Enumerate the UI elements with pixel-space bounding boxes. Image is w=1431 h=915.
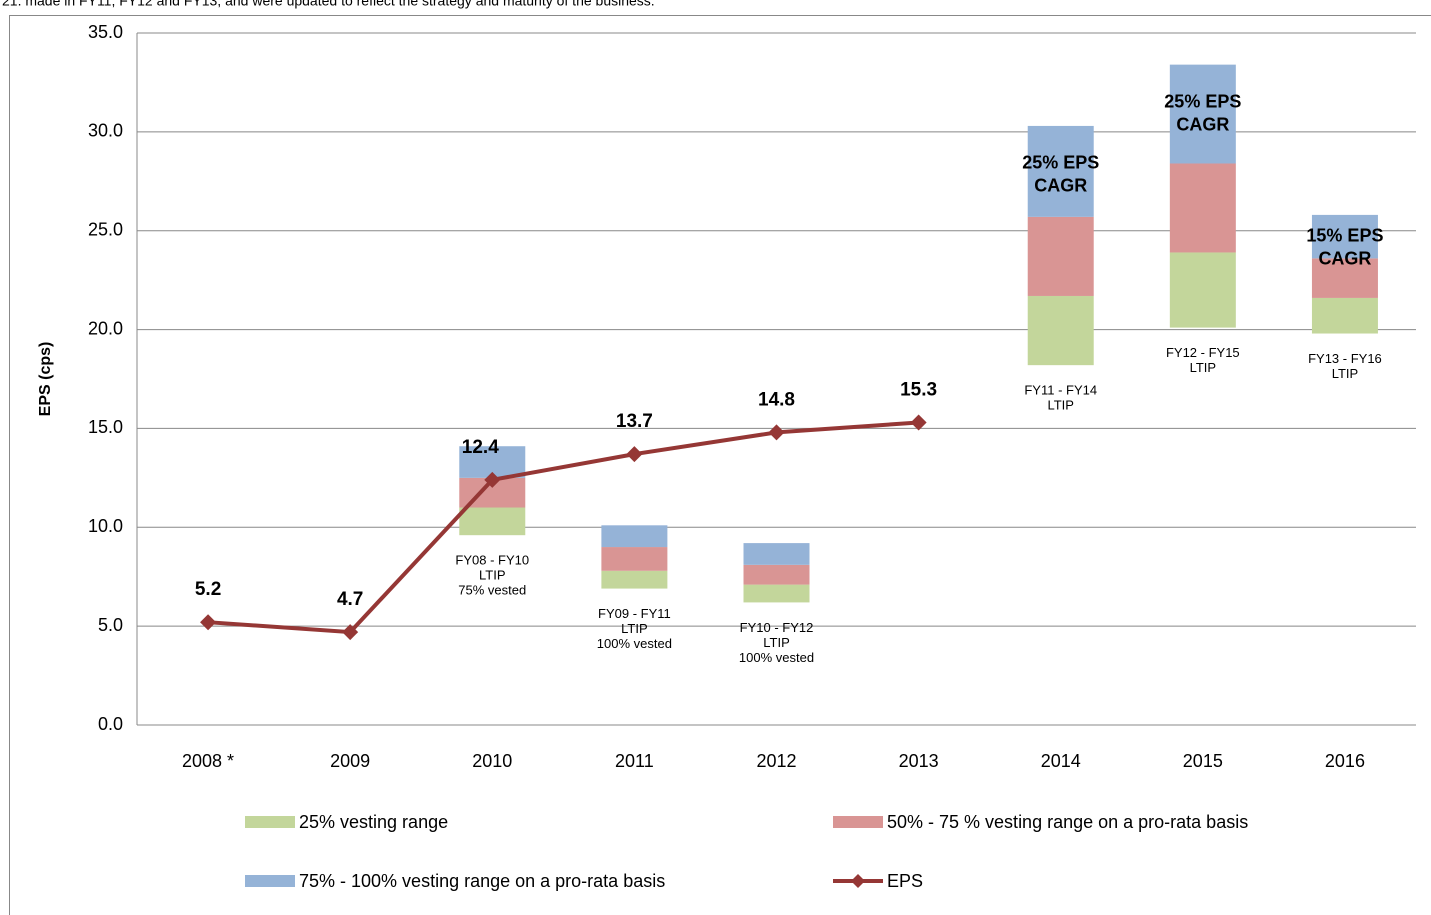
- y-axis-label: EPS (cps): [37, 342, 54, 417]
- bar-label: LTIP: [479, 568, 506, 583]
- y-tick-label: 25.0: [88, 219, 123, 239]
- bar-segment: [1027, 125, 1094, 217]
- eps-value-label: 5.2: [195, 579, 221, 600]
- bar-label: LTIP: [621, 621, 648, 636]
- eps-marker: [342, 624, 359, 641]
- cagr-label: 15% EPS: [1306, 226, 1383, 246]
- bar-label: FY12 - FY15: [1166, 345, 1240, 360]
- eps-marker: [910, 414, 927, 431]
- legend-label: 50% - 75 % vesting range on a pro-rata b…: [887, 812, 1248, 832]
- bar-label: LTIP: [1190, 360, 1217, 375]
- bar-label: LTIP: [1332, 366, 1359, 381]
- y-tick-label: 30.0: [88, 121, 123, 141]
- bar-segment: [1311, 258, 1378, 298]
- chart-frame: [9, 15, 1431, 915]
- legend-swatch: [245, 816, 295, 828]
- eps-marker: [200, 614, 217, 631]
- bar-segment: [601, 525, 668, 548]
- legend-label: 25% vesting range: [299, 812, 448, 832]
- legend-swatch: [833, 816, 883, 828]
- y-tick-label: 20.0: [88, 318, 123, 338]
- bar-segment: [459, 507, 526, 536]
- x-tick-label: 2014: [1041, 751, 1081, 771]
- x-tick-label: 2015: [1183, 751, 1223, 771]
- bar-segment: [1027, 216, 1094, 296]
- bar-label: FY11 - FY14: [1024, 383, 1097, 398]
- y-tick-label: 5.0: [98, 615, 123, 635]
- bar-segment: [743, 564, 810, 585]
- x-tick-label: 2009: [330, 751, 370, 771]
- bar-segment: [1311, 214, 1378, 259]
- cagr-label: CAGR: [1034, 176, 1087, 196]
- eps-value-label: 4.7: [337, 589, 363, 610]
- bar-label: FY09 - FY11: [598, 606, 671, 621]
- bar-segment: [1311, 297, 1378, 334]
- x-tick-label: 2011: [615, 751, 654, 771]
- bar-label: FY13 - FY16: [1308, 351, 1382, 366]
- x-tick-label: 2012: [756, 751, 796, 771]
- legend-label: 75% - 100% vesting range on a pro-rata b…: [299, 871, 665, 891]
- bar-base: [1170, 328, 1236, 725]
- bar-segment: [1169, 252, 1236, 328]
- cagr-label: CAGR: [1318, 249, 1371, 269]
- bar-segment: [743, 543, 810, 565]
- eps-marker: [626, 446, 643, 463]
- legend-swatch: [245, 875, 295, 887]
- bar-label: FY08 - FY10: [455, 553, 529, 568]
- x-tick-label: 2010: [472, 751, 512, 771]
- eps-line: [207, 420, 919, 635]
- bar-label: FY10 - FY12: [740, 620, 814, 635]
- y-tick-label: 15.0: [88, 417, 123, 437]
- cagr-label: 25% EPS: [1022, 153, 1099, 173]
- bar-base: [1028, 365, 1094, 725]
- bar-label: 75% vested: [458, 583, 526, 598]
- legend-marker: [851, 874, 865, 888]
- bar-segment: [601, 570, 668, 589]
- bar-segment: [1027, 295, 1094, 366]
- header-text: 21. made in FY11, FY12 and FY13, and wer…: [2, 0, 655, 9]
- bar-segment: [1169, 163, 1236, 253]
- x-tick-label: 2013: [899, 751, 939, 771]
- bar-segment: [743, 584, 810, 603]
- legend-label: EPS: [887, 871, 923, 891]
- bar-label: 100% vested: [597, 636, 672, 651]
- y-tick-label: 10.0: [88, 516, 123, 536]
- eps-marker: [768, 424, 785, 441]
- bar-label: LTIP: [1047, 398, 1074, 413]
- eps-marker: [484, 471, 501, 488]
- bar-segment: [601, 547, 668, 571]
- x-tick-label: 2008 *: [182, 751, 234, 771]
- eps-value-label: 12.4: [462, 437, 499, 458]
- bar-base: [1312, 334, 1378, 725]
- eps-value-label: 14.8: [758, 389, 795, 410]
- cagr-label: 25% EPS: [1164, 91, 1241, 111]
- x-tick-label: 2016: [1325, 751, 1365, 771]
- eps-value-label: 15.3: [900, 380, 937, 401]
- bar-label: 100% vested: [739, 650, 814, 665]
- y-tick-label: 0.0: [98, 714, 123, 734]
- bar-label: LTIP: [763, 635, 790, 650]
- y-tick-label: 35.0: [88, 22, 123, 42]
- cagr-label: CAGR: [1176, 114, 1229, 134]
- eps-value-label: 13.7: [616, 411, 653, 432]
- bar-segment: [1169, 64, 1236, 164]
